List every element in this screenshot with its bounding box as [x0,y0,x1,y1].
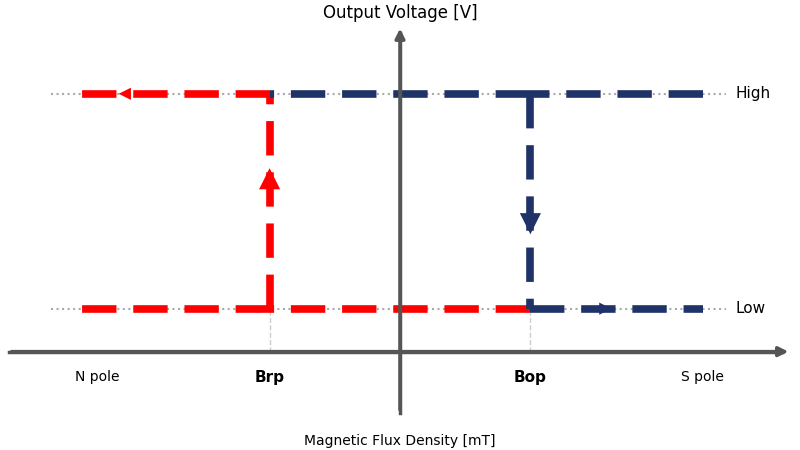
Text: S pole: S pole [682,369,724,383]
Text: Low: Low [735,301,766,316]
Text: Magnetic Flux Density [mT]: Magnetic Flux Density [mT] [304,434,496,448]
Text: Brp: Brp [254,369,285,385]
Text: Bop: Bop [514,369,547,385]
Text: High: High [735,86,770,101]
Text: Output Voltage [V]: Output Voltage [V] [322,4,478,22]
Text: N pole: N pole [75,369,119,383]
